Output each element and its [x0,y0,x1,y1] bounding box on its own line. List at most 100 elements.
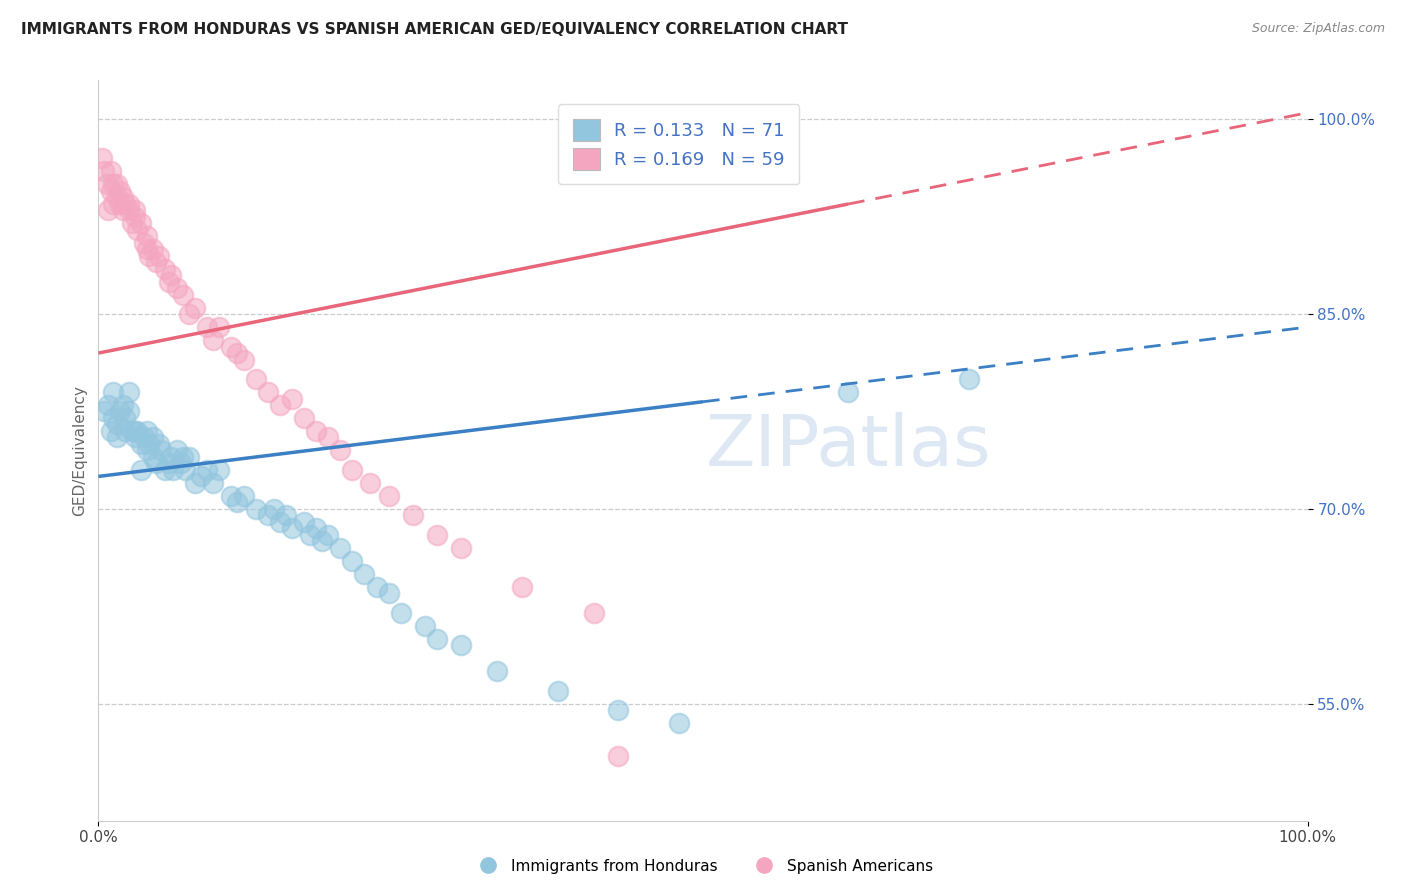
Point [129,216,152,230]
Point [105,190,128,204]
Point [93,404,115,418]
Point [366,580,388,594]
Point [105,417,128,432]
Point [245,502,267,516]
Point [221,340,243,354]
Legend: Immigrants from Honduras, Spanish Americans: Immigrants from Honduras, Spanish Americ… [467,853,939,880]
Point [124,203,146,218]
Point [121,424,143,438]
Point [292,515,315,529]
Point [100,424,122,438]
Point [134,430,156,444]
Point [172,287,194,301]
Point [135,242,157,256]
Point [101,196,124,211]
Point [145,255,167,269]
Point [129,437,152,451]
Point [127,424,149,438]
Point [426,528,449,542]
Point [114,411,136,425]
Point [281,521,304,535]
Point [837,384,859,399]
Point [413,619,436,633]
Point [148,249,170,263]
Point [226,495,249,509]
Point [145,457,167,471]
Point [142,242,165,256]
Point [957,372,980,386]
Point [510,580,533,594]
Point [172,450,194,464]
Point [269,515,291,529]
Point [101,411,124,425]
Point [190,469,212,483]
Point [150,443,173,458]
Point [311,534,333,549]
Point [202,333,225,347]
Point [138,437,160,451]
Point [111,190,134,204]
Point [124,424,146,438]
Point [160,268,183,282]
Point [124,210,146,224]
Point [450,638,472,652]
Point [245,372,267,386]
Point [96,177,118,191]
Point [134,235,156,250]
Point [142,450,165,464]
Point [607,748,630,763]
Point [118,196,141,211]
Point [160,450,183,464]
Point [118,384,141,399]
Point [100,184,122,198]
Point [111,203,134,218]
Point [389,606,412,620]
Point [195,463,218,477]
Point [97,203,120,218]
Point [305,521,328,535]
Point [114,424,136,438]
Point [105,430,128,444]
Point [100,164,122,178]
Point [208,463,231,477]
Point [108,184,131,198]
Point [101,177,124,191]
Point [486,665,509,679]
Text: Source: ZipAtlas.com: Source: ZipAtlas.com [1251,22,1385,36]
Point [329,443,352,458]
Point [108,196,131,211]
Point [360,475,382,490]
Point [292,411,315,425]
Point [668,716,690,731]
Point [256,384,278,399]
Point [329,541,352,555]
Y-axis label: GED/Equivalency: GED/Equivalency [72,385,87,516]
Point [269,398,291,412]
Point [184,301,207,315]
Point [256,508,278,523]
Point [169,457,191,471]
Point [232,489,254,503]
Point [281,392,304,406]
Point [101,384,124,399]
Point [195,320,218,334]
Point [316,528,339,542]
Point [108,404,131,418]
Point [208,320,231,334]
Point [148,437,170,451]
Point [583,606,606,620]
Point [316,430,339,444]
Point [232,352,254,367]
Legend: R = 0.133   N = 71, R = 0.169   N = 59: R = 0.133 N = 71, R = 0.169 N = 59 [558,104,799,185]
Point [118,404,141,418]
Point [138,249,160,263]
Point [179,450,201,464]
Point [157,457,180,471]
Point [135,443,157,458]
Point [93,164,115,178]
Point [153,463,176,477]
Point [221,489,243,503]
Point [135,424,157,438]
Point [166,281,188,295]
Point [121,216,143,230]
